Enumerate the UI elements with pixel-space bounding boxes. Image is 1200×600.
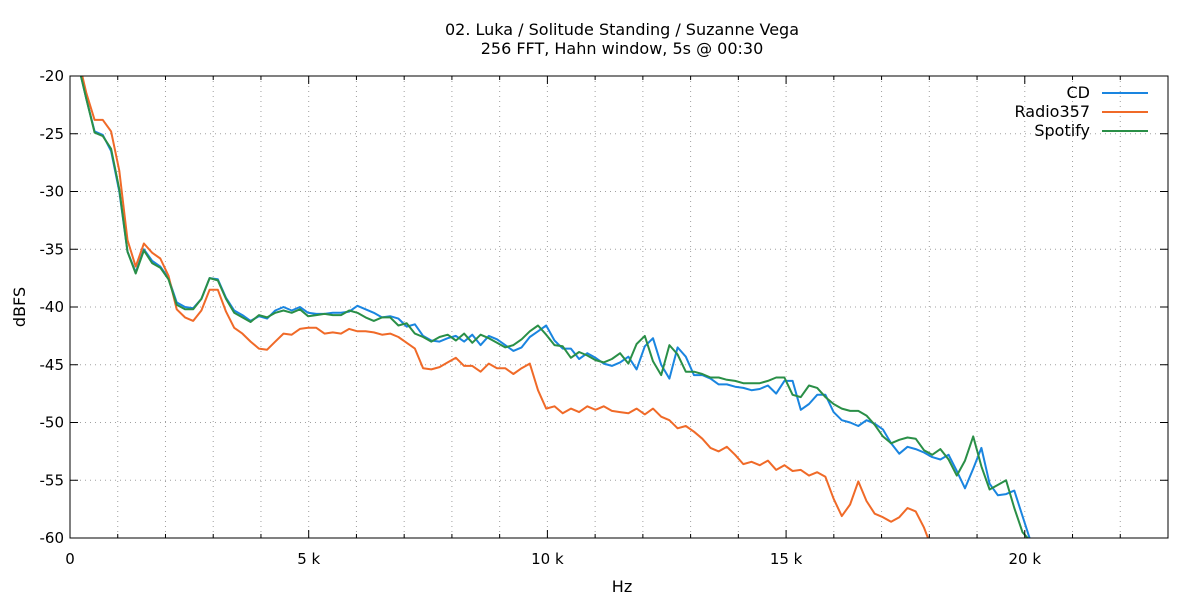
legend-label-cd: CD: [1067, 83, 1091, 102]
ticks: [70, 75, 1168, 539]
tick-labels: -20 -25 -30 -35 -40 -45 -50 -55 -600 5 k 10 k 15 k 2…: [40, 67, 1042, 568]
y-tick-label: -35: [40, 240, 65, 258]
x-axis-label: Hz: [612, 577, 632, 596]
grid: [70, 76, 1168, 538]
y-tick-label: -25: [40, 125, 65, 143]
y-tick-label: -45: [40, 356, 65, 374]
legend-label-radio357: Radio357: [1015, 102, 1091, 121]
y-tick-label: -40: [40, 298, 65, 316]
y-tick-label: -60: [40, 529, 65, 547]
plot-frame: [69, 75, 1169, 539]
x-tick-label: 15 k: [770, 550, 803, 568]
chart-title: 02. Luka / Solitude Standing / Suzanne V…: [445, 20, 799, 39]
y-axis-label: dBFS: [10, 287, 29, 327]
legend-label-spotify: Spotify: [1034, 121, 1090, 140]
x-tick-label: 0: [65, 550, 75, 568]
y-tick-label: -50: [40, 414, 65, 432]
series-group: [79, 76, 1031, 538]
series-line-radio357: [81, 76, 930, 538]
series-line-spotify: [79, 76, 1029, 538]
y-tick-label: -20: [40, 67, 65, 85]
x-tick-label: 5 k: [297, 550, 320, 568]
x-tick-label: 20 k: [1009, 550, 1042, 568]
y-tick-label: -30: [40, 183, 65, 201]
y-tick-label: -55: [40, 471, 65, 489]
x-tick-label: 10 k: [531, 550, 564, 568]
chart-subtitle: 256 FFT, Hahn window, 5s @ 00:30: [481, 39, 764, 58]
